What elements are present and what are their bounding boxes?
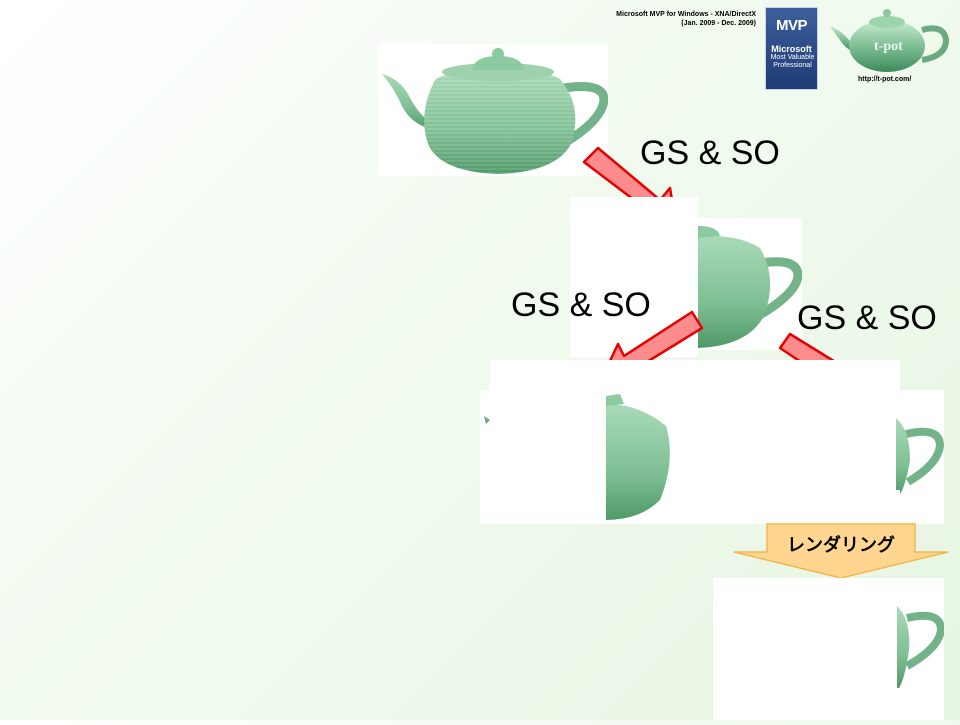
teapot-frame-2 xyxy=(698,218,803,350)
mvp-badge-ms: Microsoft xyxy=(771,44,812,54)
site-url: http://t-pot.com/ xyxy=(858,76,912,83)
gs-so-label-right: GS & SO xyxy=(797,299,937,337)
teapot-frame-3 xyxy=(480,390,670,524)
mvp-badge: MVP Microsoft Most Valuable Professional xyxy=(765,7,818,90)
logo-teapot-icon: t-pot xyxy=(830,9,950,72)
occluder-bl-top xyxy=(490,360,668,394)
occluder-br-top xyxy=(668,360,900,394)
render-label: レンダリング xyxy=(787,535,895,555)
teapot-icon xyxy=(897,606,946,688)
teapot-frame-5 xyxy=(713,578,946,720)
mvp-badge-word: MVP xyxy=(775,17,808,34)
render-arrow-icon xyxy=(733,523,949,579)
mvp-line1: Microsoft MVP for Windows - XNA/DirectX xyxy=(616,11,756,18)
logo-text: t-pot xyxy=(874,39,903,54)
mvp-line2: (Jan. 2009 - Dec. 2009) xyxy=(681,20,756,27)
occluder-final-bottom xyxy=(713,700,900,720)
teapot-icon xyxy=(484,394,670,520)
teapot-icon xyxy=(896,418,945,498)
gs-so-label-top: GS & SO xyxy=(640,134,780,172)
occluder-br-bottom xyxy=(668,490,900,524)
teapot-icon xyxy=(382,48,609,174)
teapot-icon xyxy=(698,226,803,348)
mvp-badge-sub: Most Valuable Professional xyxy=(770,54,815,69)
teapot-frame-1 xyxy=(378,44,609,176)
gs-so-label-left: GS & SO xyxy=(511,286,651,324)
mvp-caption: Microsoft MVP for Windows - XNA/DirectX … xyxy=(560,10,756,28)
